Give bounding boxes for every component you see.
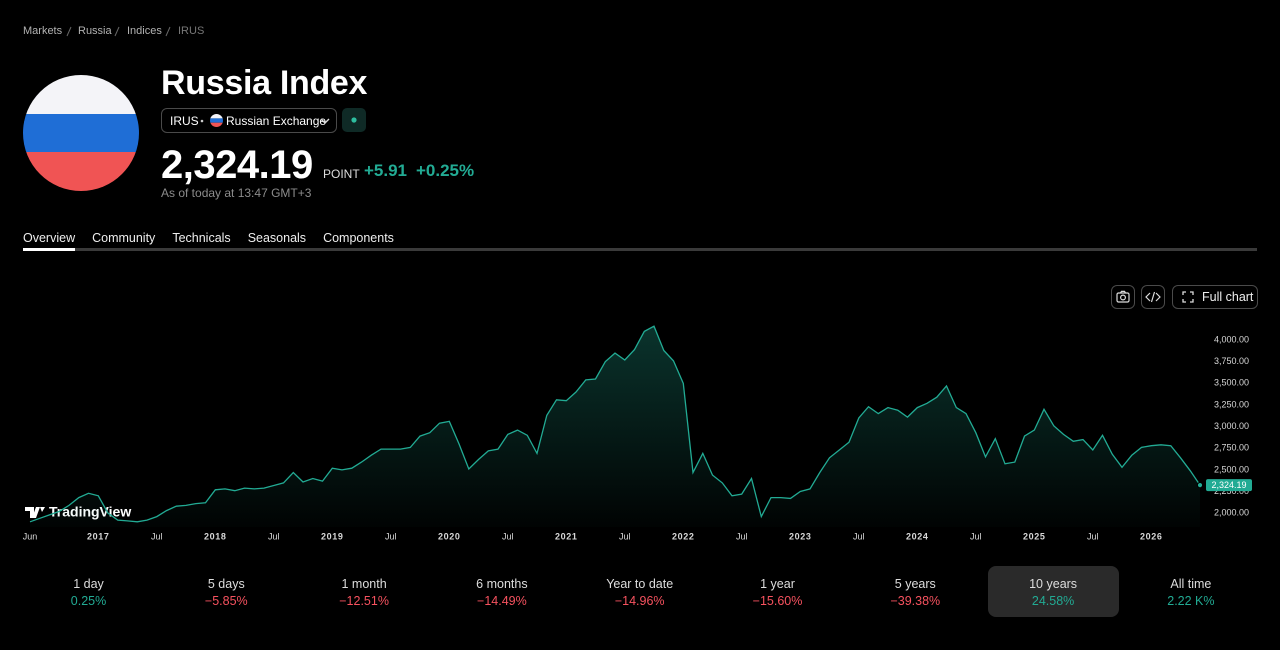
chevron bbox=[320, 118, 330, 124]
period-change: −14.96% bbox=[614, 594, 665, 608]
full-chart-label: Full chart bbox=[1202, 290, 1254, 304]
tab[interactable]: Seasonals bbox=[247, 231, 307, 245]
separator bbox=[114, 26, 120, 37]
y-tick-label: 2,000.00 bbox=[1214, 508, 1249, 518]
title: Russia Index bbox=[161, 64, 368, 102]
camera-icon bbox=[1116, 290, 1130, 303]
x-tick-label: 2019 bbox=[321, 531, 343, 541]
x-tick-label: 2024 bbox=[906, 531, 928, 541]
tab[interactable]: Overview bbox=[23, 231, 76, 245]
period-label: All time bbox=[1170, 577, 1212, 591]
x-tick-label: 2020 bbox=[438, 531, 460, 541]
breadcrumb-link[interactable]: Indices bbox=[127, 25, 162, 37]
period-change: −14.49% bbox=[477, 594, 527, 608]
price-unit: POINT bbox=[323, 167, 360, 181]
x-tick-label: Jul bbox=[151, 531, 163, 541]
price-change: +5.91 bbox=[364, 161, 408, 180]
period-change: −15.60% bbox=[752, 594, 803, 608]
period-change: −5.85% bbox=[204, 594, 248, 608]
y-tick-label: 2,500.00 bbox=[1214, 464, 1249, 474]
price-change-percent: +0.25% bbox=[416, 161, 475, 180]
separator bbox=[66, 26, 72, 37]
x-tick-label: Jul bbox=[385, 531, 397, 541]
x-tick-label: Jun bbox=[23, 531, 38, 541]
x-tick-label: 2021 bbox=[555, 531, 577, 541]
status-dot bbox=[351, 117, 357, 123]
tab-rail bbox=[23, 248, 1257, 251]
as-of: As of today at 13:47 GMT+3 bbox=[161, 186, 312, 200]
period-change: 24.58% bbox=[1031, 594, 1075, 608]
breadcrumb-link[interactable]: Markets bbox=[23, 25, 63, 37]
price: 2,324.19 bbox=[161, 143, 313, 187]
flag-logo bbox=[23, 75, 139, 191]
dot bbox=[200, 119, 204, 123]
period-cell[interactable]: 1 year −15.60% bbox=[712, 566, 843, 617]
tab[interactable]: Components bbox=[323, 231, 394, 245]
y-tick-label: 3,750.00 bbox=[1214, 356, 1249, 366]
y-tick-label: 2,750.00 bbox=[1214, 443, 1249, 453]
period-label: 5 years bbox=[894, 577, 936, 591]
tab[interactable]: Community bbox=[92, 231, 156, 245]
period-label: 1 year bbox=[760, 577, 795, 591]
area-fill bbox=[30, 326, 1200, 527]
embed-button[interactable] bbox=[1141, 285, 1165, 309]
period-change: −12.51% bbox=[339, 594, 389, 608]
x-tick-label: Jul bbox=[502, 531, 514, 541]
x-tick-label: 2026 bbox=[1140, 531, 1162, 541]
tab[interactable]: Technicals bbox=[172, 231, 231, 245]
period-label: 1 day bbox=[73, 577, 104, 591]
period-cell[interactable]: 10 years 24.58% bbox=[987, 566, 1119, 617]
price-line bbox=[29, 325, 1201, 523]
period-change: 0.25% bbox=[70, 594, 107, 608]
x-tick-label: 2017 bbox=[87, 531, 109, 541]
ticker: IRUS bbox=[170, 114, 199, 128]
period-cell[interactable]: 1 day 0.25% bbox=[23, 566, 154, 617]
tab-underline bbox=[23, 248, 76, 251]
market-status[interactable] bbox=[342, 108, 366, 132]
full-chart-button[interactable]: Full chart bbox=[1172, 285, 1258, 309]
expand-icon bbox=[1182, 291, 1194, 303]
period-cell[interactable]: 5 years −39.38% bbox=[850, 566, 981, 617]
period-change: −39.38% bbox=[890, 594, 941, 608]
x-tick-label: Jul bbox=[970, 531, 982, 541]
period-label: 6 months bbox=[476, 577, 528, 591]
x-tick-label: Jul bbox=[268, 531, 280, 541]
period-label: Year to date bbox=[606, 577, 674, 591]
y-tick-label: 3,000.00 bbox=[1214, 421, 1249, 431]
separator bbox=[165, 26, 171, 37]
symbol-selector[interactable]: IRUS Russian Exchange bbox=[161, 108, 337, 133]
period-label: 10 years bbox=[1029, 577, 1078, 591]
x-tick-label: 2018 bbox=[204, 531, 226, 541]
x-tick-label: Jul bbox=[619, 531, 631, 541]
period-label: 5 days bbox=[207, 577, 245, 591]
period-cell[interactable]: 6 months −14.49% bbox=[436, 566, 567, 617]
y-tick-label: 3,500.00 bbox=[1214, 378, 1249, 388]
y-tick-label: 3,250.00 bbox=[1214, 399, 1249, 409]
x-tick-label: Jul bbox=[853, 531, 865, 541]
x-tick-label: Jul bbox=[736, 531, 748, 541]
period-cell[interactable]: All time 2.22 K% bbox=[1125, 566, 1256, 617]
x-tick-label: 2025 bbox=[1023, 531, 1045, 541]
code-icon bbox=[1145, 291, 1161, 303]
period-cell[interactable]: Year to date −14.96% bbox=[574, 566, 705, 617]
x-tick-label: 2023 bbox=[789, 531, 811, 541]
period-label: 1 month bbox=[341, 577, 387, 591]
price-badge bbox=[1206, 479, 1252, 492]
period-cell[interactable]: 5 days −5.85% bbox=[161, 566, 292, 617]
exchange: Russian Exchange bbox=[226, 114, 327, 128]
period-cell[interactable]: 1 month −12.51% bbox=[299, 566, 430, 617]
x-tick-label: Jul bbox=[1087, 531, 1099, 541]
breadcrumb-link[interactable]: Russia bbox=[78, 25, 112, 37]
period-change: 2.22 K% bbox=[1167, 594, 1215, 608]
breadcrumb-current: IRUS bbox=[178, 25, 205, 37]
exchange-flag bbox=[210, 114, 223, 127]
x-tick-label: 2022 bbox=[672, 531, 694, 541]
y-tick-label: 4,000.00 bbox=[1214, 334, 1249, 344]
price-badge-label: 2,324.19 bbox=[1211, 480, 1246, 490]
last-point bbox=[1196, 482, 1204, 489]
snapshot-button[interactable] bbox=[1111, 285, 1135, 309]
